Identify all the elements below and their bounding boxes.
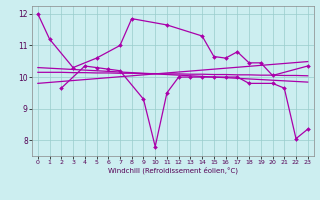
X-axis label: Windchill (Refroidissement éolien,°C): Windchill (Refroidissement éolien,°C) (108, 167, 238, 174)
